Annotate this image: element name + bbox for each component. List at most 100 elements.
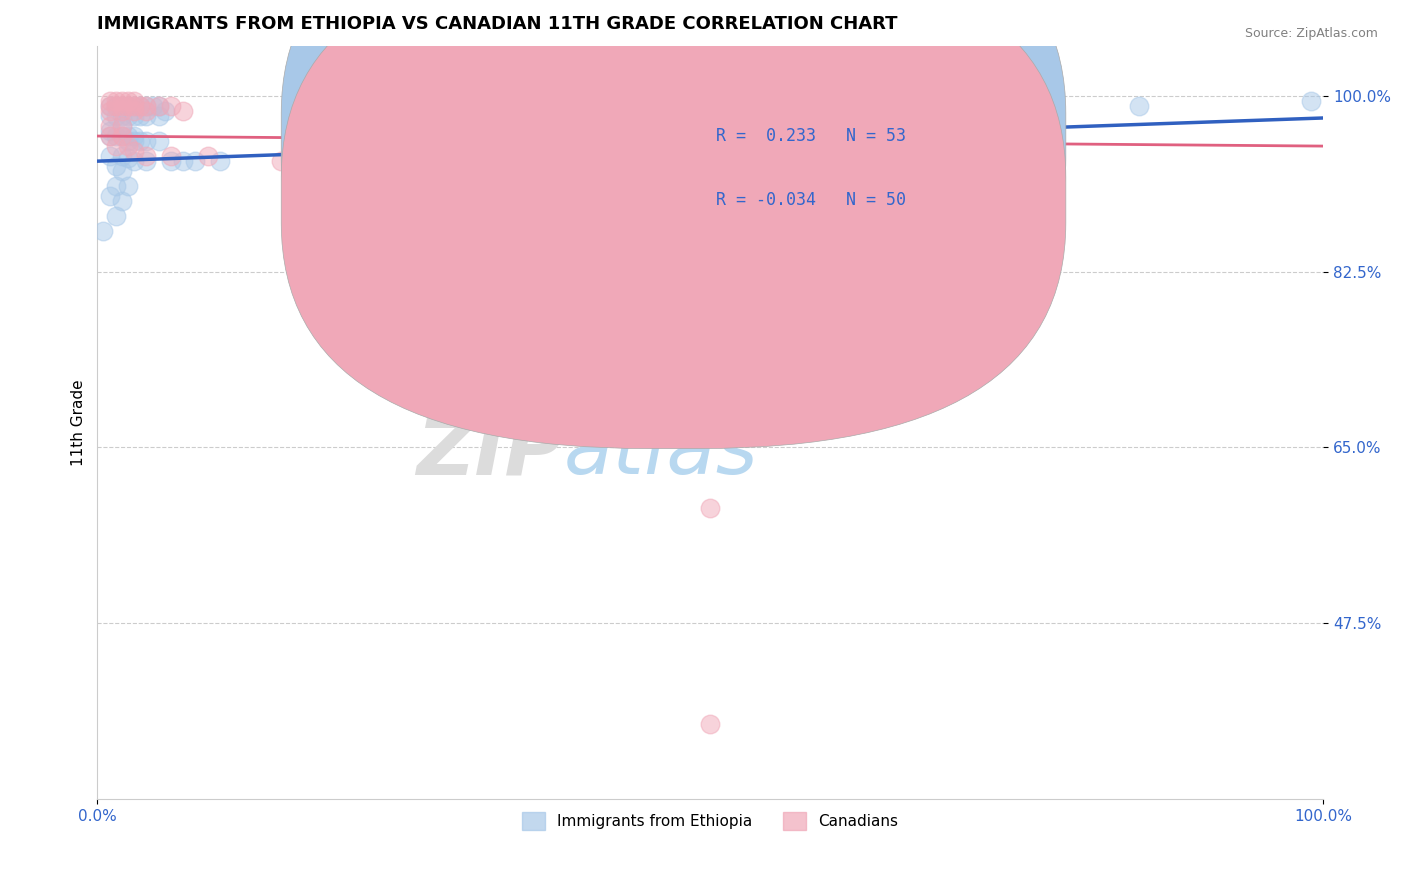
Point (111, 119, 134, 133)
Point (98, 119, 121, 133)
Point (122, 154, 145, 169)
Point (117, 99, 139, 113)
Point (129, 99, 152, 113)
Point (160, 99, 183, 113)
Point (208, 154, 231, 169)
Point (368, 154, 391, 169)
Point (98, 103, 121, 118)
Point (104, 139, 127, 153)
Point (98, 94, 121, 108)
Y-axis label: 11th Grade: 11th Grade (72, 379, 86, 466)
Point (111, 129, 134, 144)
Point (270, 154, 292, 169)
Point (104, 94, 127, 108)
Point (135, 154, 157, 169)
Point (821, 149, 844, 163)
Point (98, 124, 121, 138)
Point (319, 154, 342, 169)
Text: Source: ZipAtlas.com: Source: ZipAtlas.com (1244, 27, 1378, 40)
Point (135, 149, 157, 163)
FancyBboxPatch shape (281, 0, 1066, 449)
Point (129, 99, 152, 113)
Point (104, 99, 127, 113)
Point (117, 99, 139, 113)
Point (93, 224, 115, 238)
Point (104, 159, 127, 173)
Point (122, 103, 145, 118)
Point (184, 154, 207, 169)
Point (122, 144, 145, 158)
Point (104, 99, 127, 113)
Point (870, 99, 893, 113)
Point (515, 359, 537, 374)
Point (148, 99, 170, 113)
Point (418, 359, 440, 374)
Point (111, 94, 134, 108)
Point (117, 129, 139, 144)
Point (129, 134, 152, 148)
Text: atlas: atlas (564, 413, 758, 491)
Point (153, 103, 176, 118)
Point (111, 109, 134, 123)
Point (111, 164, 134, 178)
Point (122, 109, 145, 123)
Point (122, 99, 145, 113)
Point (117, 109, 139, 123)
Point (129, 109, 152, 123)
Point (111, 103, 134, 118)
Point (111, 119, 134, 133)
Point (135, 103, 157, 118)
Point (111, 149, 134, 163)
Text: IMMIGRANTS FROM ETHIOPIA VS CANADIAN 11TH GRADE CORRELATION CHART: IMMIGRANTS FROM ETHIOPIA VS CANADIAN 11T… (97, 15, 898, 33)
Text: R = -0.034   N = 50: R = -0.034 N = 50 (717, 191, 907, 209)
Point (148, 134, 170, 148)
Point (104, 109, 127, 123)
Point (122, 129, 145, 144)
Point (307, 149, 329, 163)
Legend: Immigrants from Ethiopia, Canadians: Immigrants from Ethiopia, Canadians (516, 805, 904, 837)
Point (429, 159, 451, 173)
Point (98, 99, 121, 113)
Point (98, 129, 121, 144)
Point (135, 109, 157, 123)
Point (148, 99, 170, 113)
Point (122, 99, 145, 113)
Point (111, 194, 134, 209)
Point (135, 99, 157, 113)
Point (197, 149, 219, 163)
Point (761, 149, 783, 163)
Point (135, 99, 157, 113)
Point (98, 189, 121, 203)
Point (117, 139, 139, 153)
Point (141, 99, 163, 113)
Point (1299, 94, 1322, 108)
Text: ZIP: ZIP (416, 413, 564, 491)
Point (111, 99, 134, 113)
Point (122, 94, 145, 108)
Point (98, 99, 121, 113)
Point (699, 716, 721, 731)
Point (98, 149, 121, 163)
Point (148, 109, 170, 123)
Text: R =  0.233   N = 53: R = 0.233 N = 53 (717, 127, 907, 145)
FancyBboxPatch shape (624, 91, 1042, 242)
Point (699, 500, 721, 515)
FancyBboxPatch shape (281, 0, 1066, 384)
Point (104, 129, 127, 144)
Point (172, 103, 194, 118)
Point (117, 151, 139, 165)
Point (122, 134, 145, 148)
Point (117, 134, 139, 148)
Point (104, 179, 127, 194)
Point (135, 134, 157, 148)
Point (1128, 99, 1150, 113)
Point (104, 210, 127, 224)
Point (111, 129, 134, 144)
Point (160, 154, 183, 169)
Point (98, 109, 121, 123)
Point (98, 129, 121, 144)
Point (160, 149, 183, 163)
Point (117, 179, 139, 194)
Point (117, 94, 139, 108)
Point (172, 154, 194, 169)
